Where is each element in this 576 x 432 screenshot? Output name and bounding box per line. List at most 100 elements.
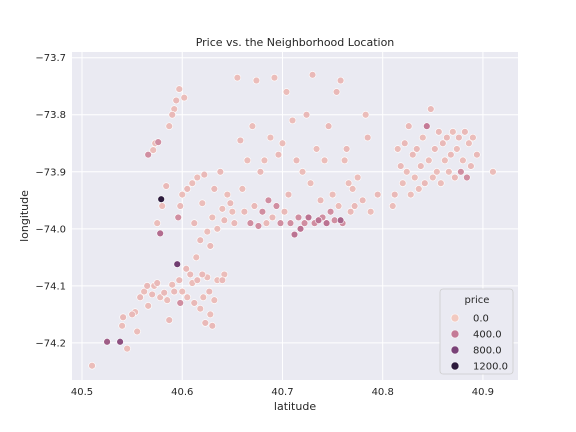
data-point [264, 196, 273, 205]
data-point [280, 208, 289, 216]
data-point [240, 208, 249, 216]
x-axis-ticks: 40.5 40.6 40.7 40.8 40.9 [71, 387, 494, 398]
data-point [459, 156, 467, 165]
data-point [205, 287, 214, 296]
data-point [326, 208, 335, 216]
data-point [358, 196, 367, 205]
data-point [336, 216, 345, 224]
data-point [300, 219, 309, 227]
data-point [342, 145, 351, 153]
data-point [320, 156, 329, 165]
data-point [421, 179, 429, 187]
data-point [193, 173, 201, 182]
data-point [218, 205, 227, 213]
data-point [118, 322, 126, 330]
data-point [228, 208, 237, 216]
data-point [353, 173, 362, 182]
data-point [276, 219, 285, 227]
data-point [196, 236, 204, 244]
data-point [389, 202, 397, 210]
data-point [246, 219, 255, 227]
data-point [192, 253, 200, 262]
x-tick-label: 40.7 [271, 387, 293, 398]
data-point [153, 219, 161, 227]
data-point [206, 242, 215, 250]
data-point [425, 156, 433, 165]
data-point [133, 327, 141, 336]
data-points [88, 71, 497, 370]
data-point [423, 122, 431, 130]
data-point [453, 145, 461, 153]
data-point [415, 185, 423, 193]
data-point [332, 88, 341, 96]
x-axis-label: latitude [274, 400, 316, 413]
data-point [210, 296, 219, 304]
data-point [252, 76, 261, 85]
data-point [399, 179, 407, 187]
data-point [394, 145, 402, 153]
data-point [314, 216, 323, 224]
data-point [397, 162, 405, 170]
data-point [116, 338, 124, 346]
data-point [274, 150, 283, 159]
data-point [324, 122, 333, 130]
data-point [165, 316, 173, 324]
data-point [153, 279, 161, 287]
data-point [437, 179, 445, 187]
data-point [296, 225, 305, 233]
data-point [233, 73, 242, 82]
data-point [429, 173, 437, 182]
data-point [447, 150, 455, 159]
data-point [316, 196, 325, 205]
legend-label: 400.0 [473, 330, 502, 341]
data-point [336, 76, 345, 85]
legend-label: 800.0 [473, 346, 502, 357]
data-point [183, 293, 191, 301]
data-point [190, 219, 198, 227]
data-point [123, 344, 131, 353]
data-point [172, 96, 180, 105]
data-point [160, 289, 168, 297]
data-point [292, 156, 301, 165]
data-point [168, 281, 176, 289]
x-tick-label: 40.6 [171, 387, 193, 398]
data-point [363, 133, 372, 142]
data-point [154, 138, 162, 146]
data-point [176, 202, 184, 210]
legend-marker [450, 313, 460, 323]
data-point [88, 362, 96, 370]
data-point [140, 287, 148, 296]
data-point [208, 322, 217, 330]
data-point [272, 202, 281, 210]
y-axis-ticks: −73.7 −73.8 −73.9 −74.0 −74.1 −74.2 [35, 53, 66, 349]
data-point [322, 219, 331, 227]
data-point [175, 85, 183, 93]
data-point [250, 202, 259, 210]
data-point [455, 133, 463, 142]
data-point [170, 287, 178, 296]
data-point [260, 156, 269, 165]
data-point [262, 219, 271, 227]
data-point [213, 225, 222, 233]
data-point [203, 227, 212, 236]
data-point [427, 105, 435, 113]
data-point [435, 128, 443, 136]
data-point [158, 202, 166, 210]
data-point [419, 133, 427, 142]
data-point [340, 156, 349, 165]
x-tick-label: 40.5 [71, 387, 93, 398]
data-point [176, 299, 184, 307]
y-tick-label: −73.7 [35, 53, 66, 64]
data-point [178, 287, 186, 296]
data-point [210, 185, 219, 193]
data-point [407, 190, 415, 199]
data-point [168, 111, 176, 119]
data-point [193, 276, 201, 284]
data-point [208, 213, 217, 222]
data-point [256, 168, 265, 176]
data-point [431, 145, 439, 153]
data-point [216, 168, 225, 176]
legend-label: 1200.0 [473, 362, 508, 373]
data-point [270, 73, 279, 82]
